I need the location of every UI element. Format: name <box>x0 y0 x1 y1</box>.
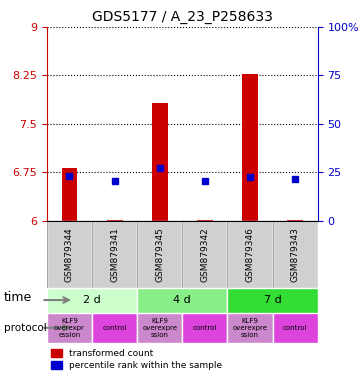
FancyBboxPatch shape <box>92 221 137 288</box>
FancyBboxPatch shape <box>227 288 318 313</box>
FancyBboxPatch shape <box>273 313 318 343</box>
Text: protocol: protocol <box>4 323 46 333</box>
Text: GSM879342: GSM879342 <box>200 227 209 282</box>
Bar <box>107 220 122 221</box>
FancyBboxPatch shape <box>47 288 137 313</box>
FancyBboxPatch shape <box>47 221 92 288</box>
Bar <box>152 103 168 221</box>
Text: control: control <box>103 325 127 331</box>
Text: KLF9
overexpre
ssion: KLF9 overexpre ssion <box>142 318 177 338</box>
Text: 4 d: 4 d <box>173 295 191 305</box>
Text: GSM879344: GSM879344 <box>65 227 74 282</box>
Title: GDS5177 / A_23_P258633: GDS5177 / A_23_P258633 <box>92 10 273 25</box>
FancyBboxPatch shape <box>137 288 227 313</box>
FancyBboxPatch shape <box>182 313 227 343</box>
Text: control: control <box>193 325 217 331</box>
Text: time: time <box>4 291 32 304</box>
Bar <box>62 168 77 221</box>
Bar <box>242 74 258 221</box>
Bar <box>197 220 213 221</box>
FancyBboxPatch shape <box>273 221 318 288</box>
Text: KLF9
overexpre
ssion: KLF9 overexpre ssion <box>232 318 268 338</box>
Text: 7 d: 7 d <box>264 295 282 305</box>
Text: GSM879341: GSM879341 <box>110 227 119 282</box>
Text: KLF9
overexpr
ession: KLF9 overexpr ession <box>54 318 85 338</box>
FancyBboxPatch shape <box>227 313 273 343</box>
FancyBboxPatch shape <box>47 313 92 343</box>
FancyBboxPatch shape <box>227 221 273 288</box>
Text: GSM879343: GSM879343 <box>291 227 300 282</box>
Bar <box>287 220 303 221</box>
Legend: transformed count, percentile rank within the sample: transformed count, percentile rank withi… <box>52 349 223 370</box>
Text: GSM879345: GSM879345 <box>155 227 164 282</box>
FancyBboxPatch shape <box>182 221 227 288</box>
FancyBboxPatch shape <box>92 313 137 343</box>
FancyBboxPatch shape <box>137 313 182 343</box>
Text: control: control <box>283 325 307 331</box>
Text: GSM879346: GSM879346 <box>245 227 255 282</box>
FancyBboxPatch shape <box>137 221 182 288</box>
Text: 2 d: 2 d <box>83 295 101 305</box>
